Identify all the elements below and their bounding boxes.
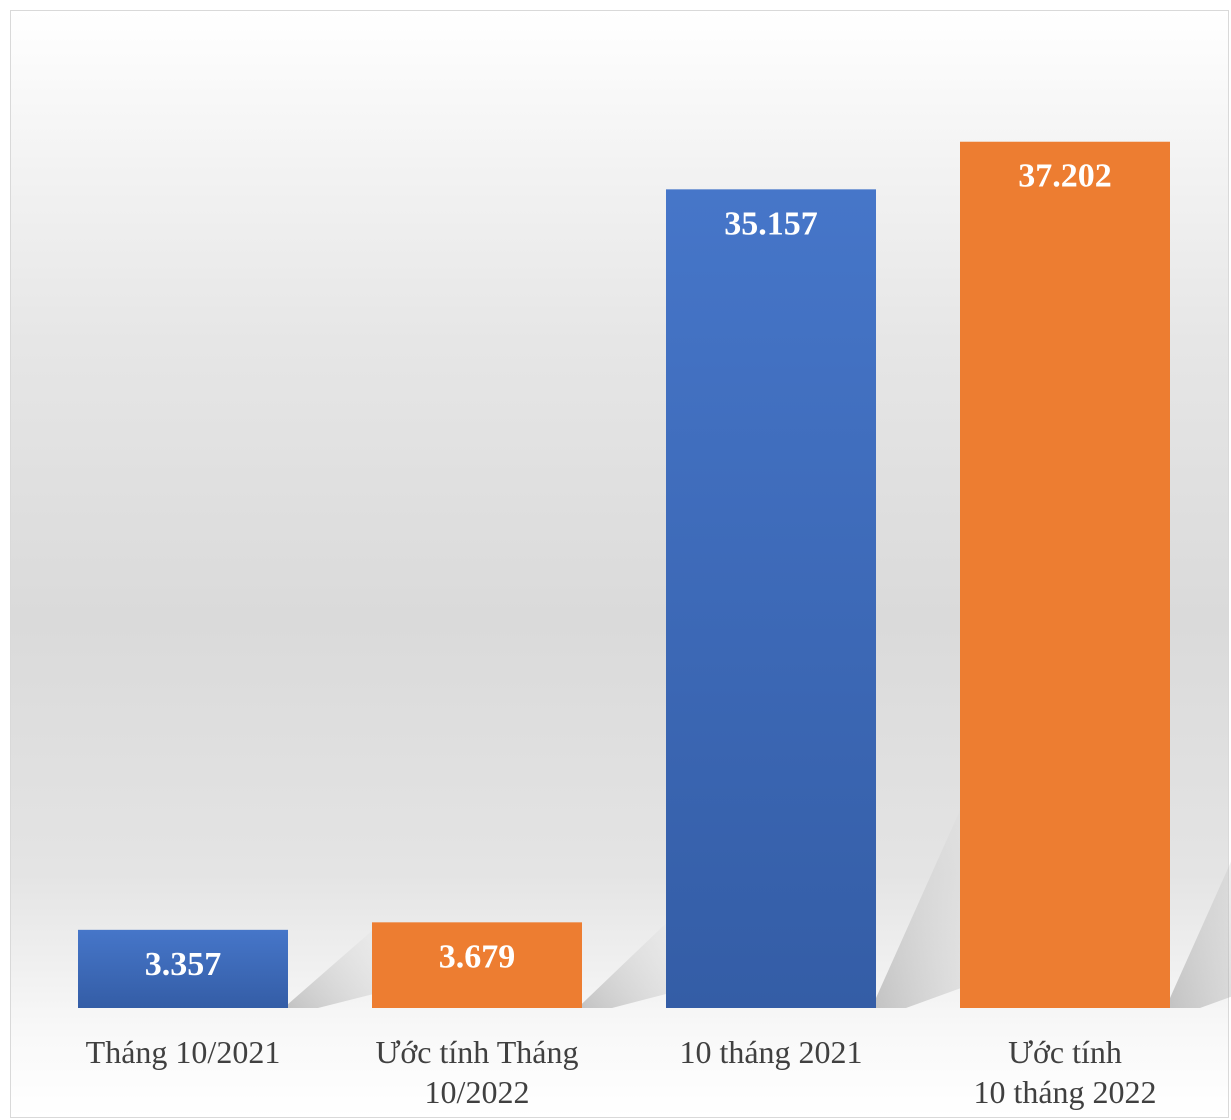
bar-shadow [1170, 861, 1231, 1008]
bar-shadow [582, 922, 667, 1008]
x-tick-label: Tháng 10/2021 [86, 1034, 281, 1070]
bar [78, 929, 288, 1008]
value-labels-group: 3.357 3.679 35.157 37.202 [145, 158, 1112, 983]
bar [960, 141, 1170, 1008]
x-tick-label: Ước tính [1008, 1034, 1122, 1070]
bar [666, 189, 876, 1009]
x-tick-labels-group: Tháng 10/2021 Ước tính Tháng 10/2022 10 thá… [86, 1034, 1157, 1110]
bar-shadow [876, 808, 961, 1008]
x-tick-label: 10 tháng 2022 [973, 1074, 1156, 1110]
x-tick-label: 10 tháng 2021 [679, 1034, 862, 1070]
x-tick-label: Ước tính Tháng [376, 1034, 579, 1070]
bar-shadows [288, 808, 1231, 1008]
data-label: 3.679 [439, 938, 516, 975]
bar-shadow [288, 929, 373, 1008]
data-label: 35.157 [724, 205, 818, 242]
x-tick-label: 10/2022 [425, 1074, 530, 1110]
bars-group [78, 141, 1170, 1009]
bar [372, 922, 582, 1008]
data-label: 37.202 [1018, 158, 1112, 195]
data-label: 3.357 [145, 946, 222, 983]
